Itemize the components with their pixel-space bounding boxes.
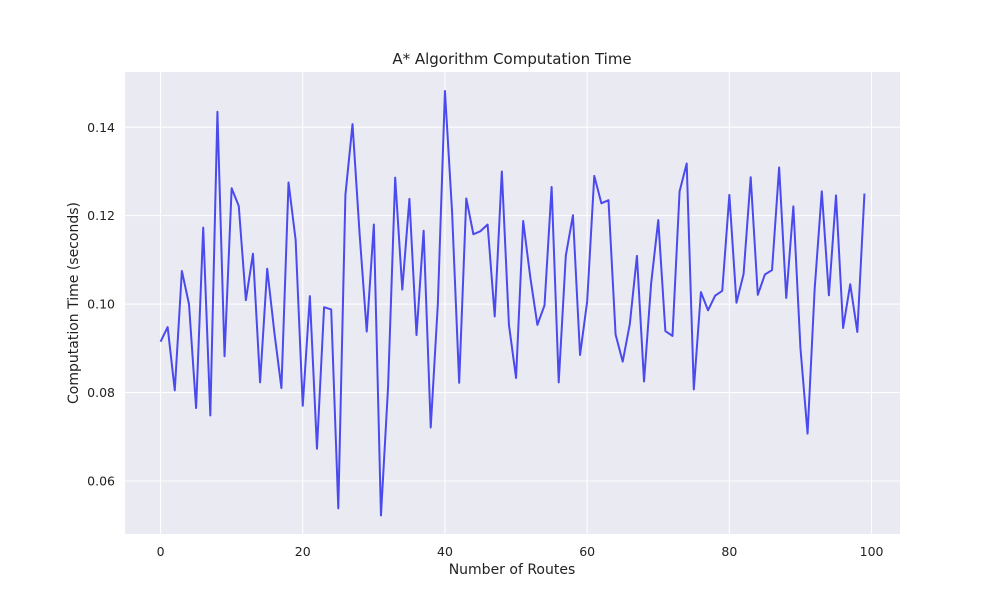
y-axis-ticks: 0.06 0.08 0.10 0.12 0.14 <box>87 120 115 489</box>
x-tick-label: 0 <box>157 544 165 559</box>
series-layer <box>159 90 866 517</box>
y-tick-label: 0.12 <box>87 208 115 223</box>
x-axis-label: Number of Routes <box>449 562 576 578</box>
plot-area <box>125 72 900 534</box>
series-line <box>159 90 866 517</box>
grid-lines <box>125 72 900 534</box>
y-tick-label: 0.08 <box>87 385 115 400</box>
x-tick-label: 100 <box>860 544 884 559</box>
y-axis-label: Computation Time (seconds) <box>66 202 82 404</box>
chart-title: A* Algorithm Computation Time <box>392 50 631 68</box>
x-tick-label: 20 <box>295 544 311 559</box>
y-tick-label: 0.06 <box>87 473 115 488</box>
x-tick-label: 40 <box>437 544 453 559</box>
x-axis-ticks: 0 20 40 60 80 100 <box>157 544 884 559</box>
y-tick-label: 0.10 <box>87 297 115 312</box>
x-tick-label: 60 <box>579 544 595 559</box>
y-tick-label: 0.14 <box>87 120 115 135</box>
x-tick-label: 80 <box>721 544 737 559</box>
